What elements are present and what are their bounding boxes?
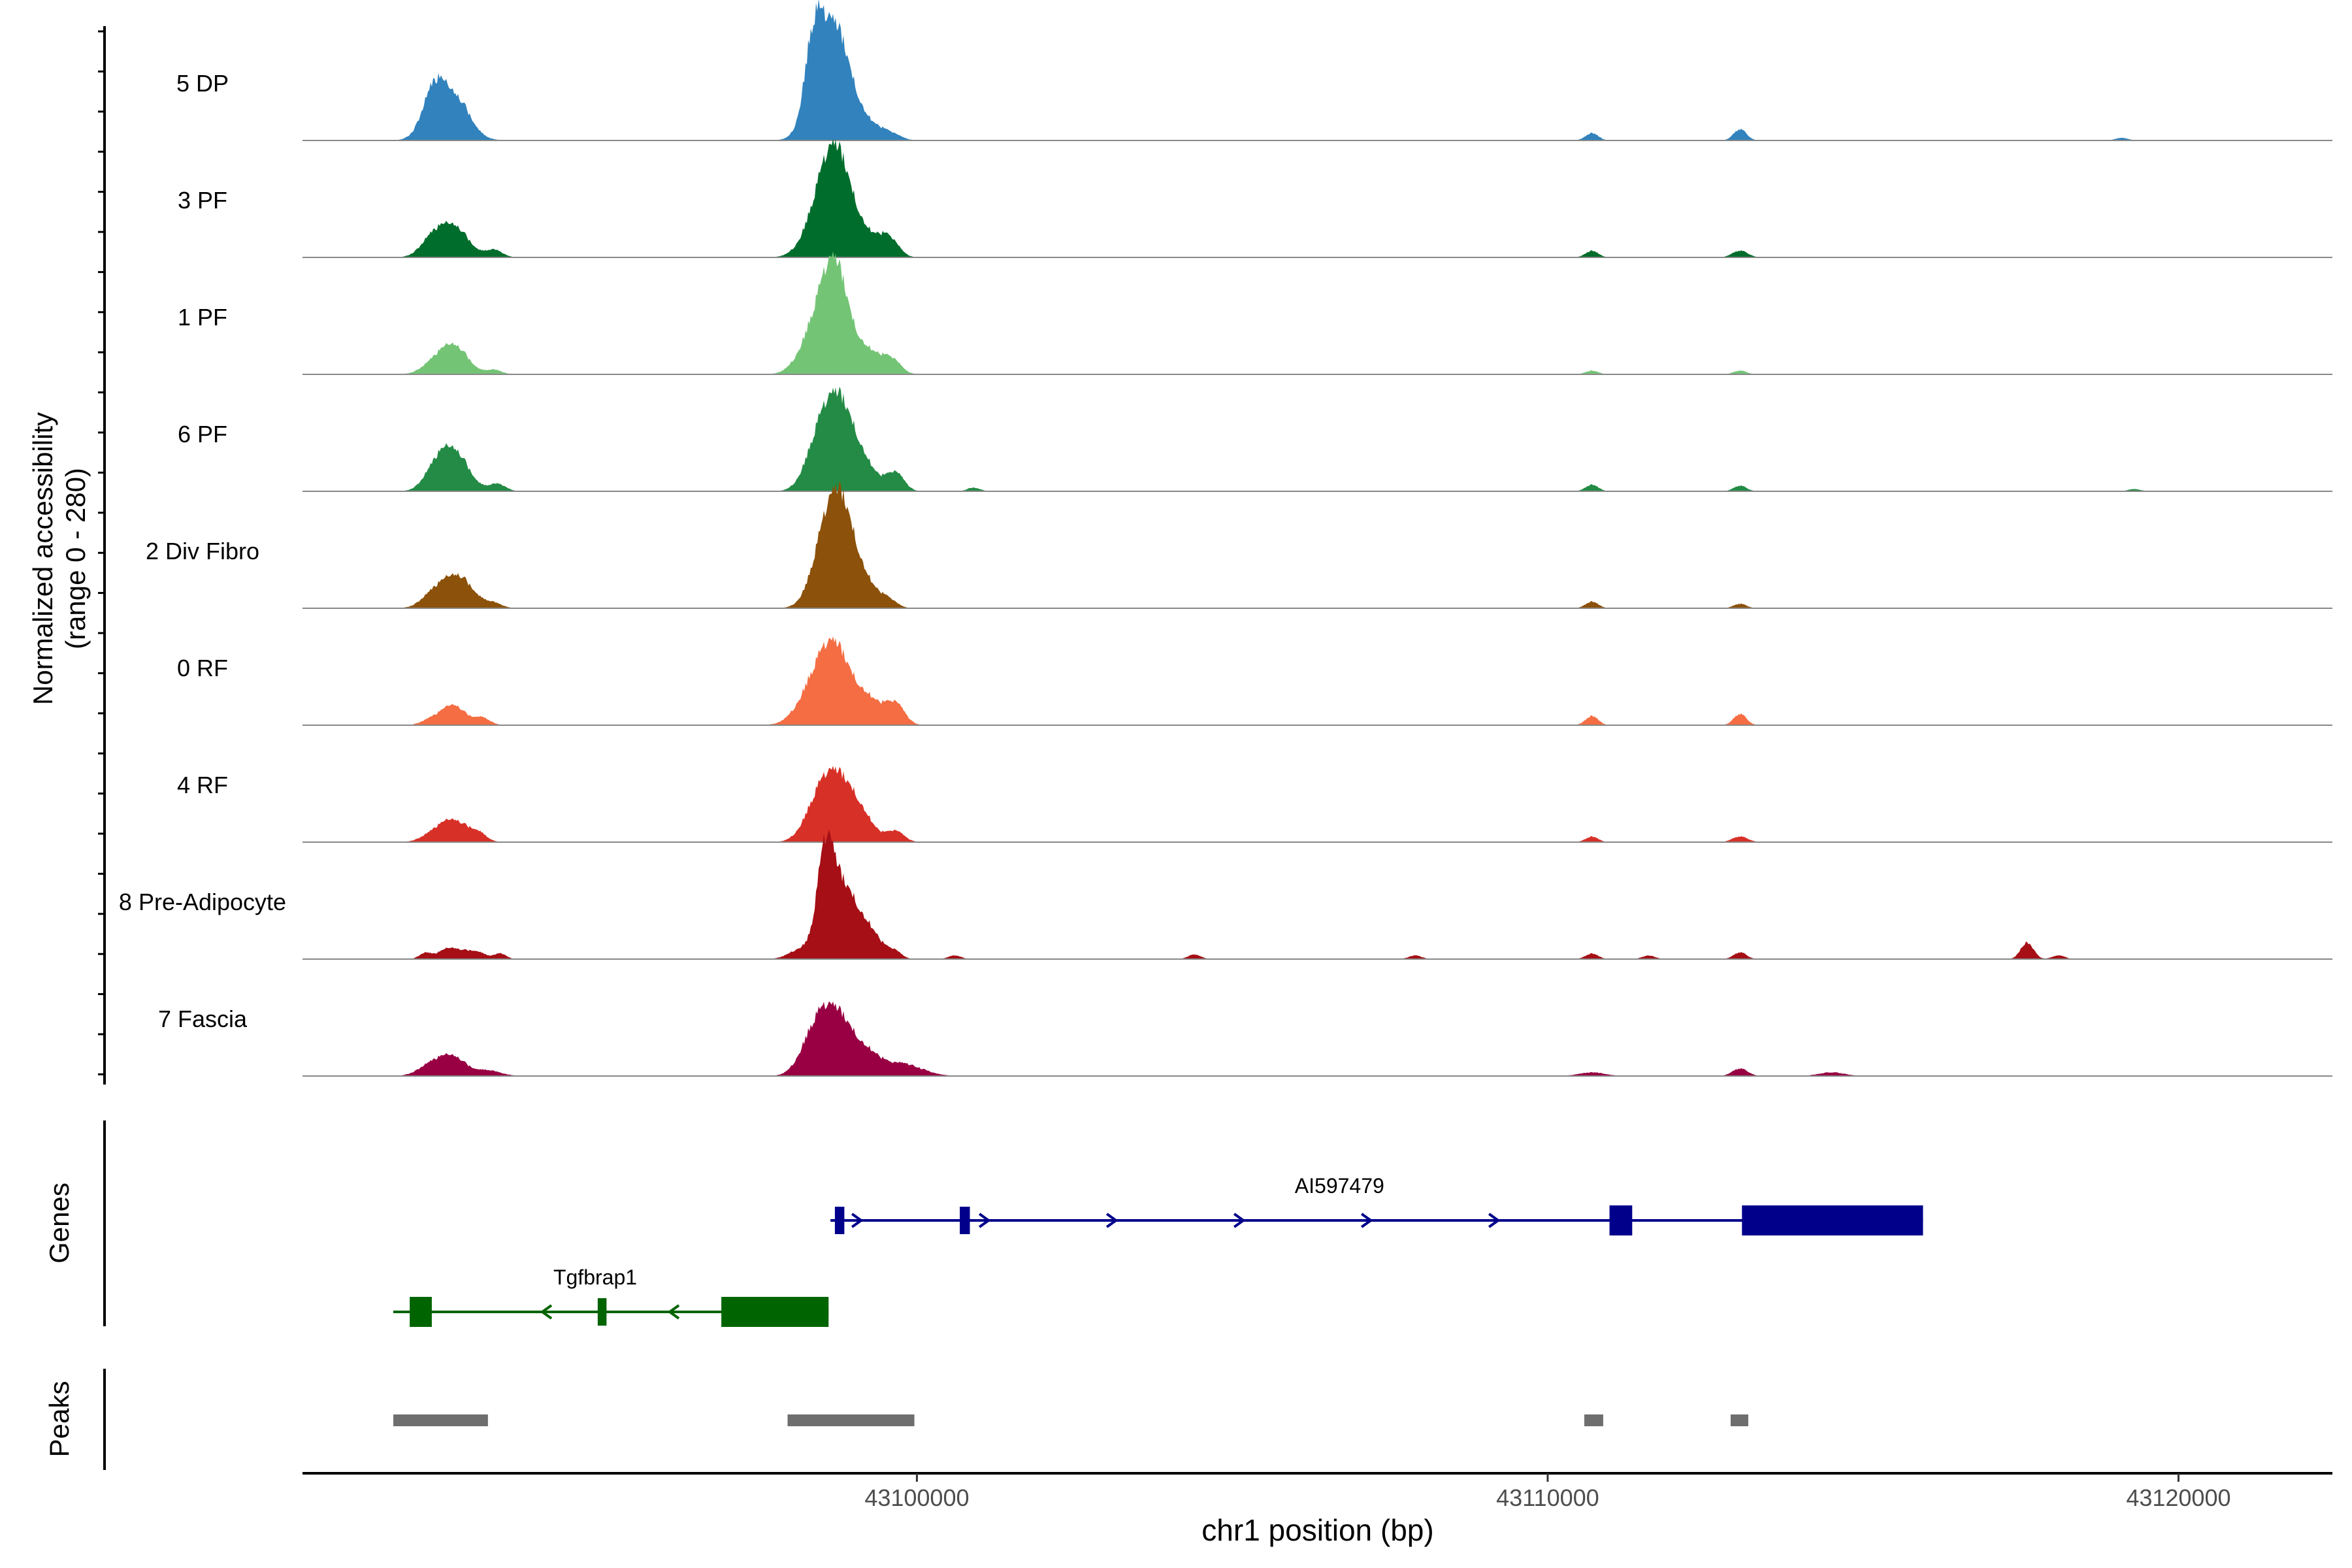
coverage-area <box>302 0 2332 140</box>
gene-exon <box>834 1207 845 1234</box>
track-1-pf: 1 PF <box>178 251 2332 375</box>
track-5-dp: 5 DP <box>176 0 2332 141</box>
accessibility-tracks: 5 DP 3 PF 1 PF 6 PF 2 Div Fibro 0 RF 4 RF 8 Pre… <box>119 0 2332 1077</box>
gene-exon <box>597 1298 607 1326</box>
track-label: 3 PF <box>178 187 227 214</box>
peak-region <box>787 1414 915 1426</box>
coverage-area <box>302 251 2332 374</box>
peak-track <box>393 1414 1748 1426</box>
track-3-pf: 3 PF <box>178 139 2332 258</box>
gene-name-label: Tgfbrap1 <box>553 1266 637 1289</box>
peaks-track-label: Peaks <box>44 1381 74 1458</box>
y-axis-title: Normalized accessibility <box>27 412 58 705</box>
track-label: 5 DP <box>176 70 229 97</box>
coverage-y-axis <box>98 26 106 1085</box>
track-2-div-fibro: 2 Div Fibro <box>146 481 2332 609</box>
strand-arrow <box>1233 1213 1246 1228</box>
track-6-pf: 6 PF <box>178 386 2332 492</box>
coverage-area <box>302 481 2332 608</box>
strand-arrow <box>1360 1213 1373 1228</box>
strand-arrow <box>851 1213 864 1228</box>
track-label: 6 PF <box>178 421 227 448</box>
gene-ai597479: AI597479 <box>830 1174 1923 1235</box>
strand-arrow <box>667 1304 680 1320</box>
strand-arrow <box>978 1213 991 1228</box>
coverage-area <box>302 829 2332 959</box>
x-axis-ticks: 43100000 43110000 43120000 <box>864 1473 2231 1511</box>
x-tick-label: 43110000 <box>1496 1484 1599 1511</box>
peak-region <box>393 1414 488 1426</box>
x-axis-title: chr1 position (bp) <box>1201 1513 1433 1547</box>
strand-arrow <box>540 1304 553 1320</box>
strand-arrow <box>1488 1213 1501 1228</box>
track-4-rf: 4 RF <box>177 766 2332 843</box>
track-label: 1 PF <box>178 304 227 331</box>
x-tick-label: 43120000 <box>2126 1484 2230 1511</box>
track-label: 0 RF <box>177 655 228 681</box>
coverage-area <box>302 139 2332 257</box>
coverage-area <box>302 636 2332 725</box>
gene-exon <box>410 1297 432 1327</box>
coverage-area <box>302 766 2332 842</box>
track-label: 8 Pre-Adipocyte <box>119 889 286 915</box>
gene-exon <box>721 1297 829 1327</box>
peak-region <box>1730 1414 1748 1426</box>
y-axis-subtitle: (range 0 - 280) <box>60 468 91 649</box>
peak-region <box>1584 1414 1603 1426</box>
coverage-area <box>302 1001 2332 1076</box>
track-label: 4 RF <box>177 772 228 798</box>
x-tick-label: 43100000 <box>864 1484 969 1511</box>
strand-arrow <box>1105 1213 1119 1228</box>
track-label: 7 Fascia <box>158 1005 248 1032</box>
track-label: 2 Div Fibro <box>146 538 259 564</box>
coverage-area <box>302 386 2332 491</box>
track-7-fascia: 7 Fascia <box>158 1001 2332 1077</box>
gene-name-label: AI597479 <box>1295 1174 1384 1198</box>
track-8-pre-adipocyte: 8 Pre-Adipocyte <box>119 829 2332 960</box>
genes-track-label: Genes <box>44 1183 74 1264</box>
gene-exon <box>1742 1205 1923 1235</box>
gene-exon <box>1609 1205 1633 1235</box>
gene-exon <box>960 1207 970 1234</box>
gene-tgfbrap1: Tgfbrap1 <box>393 1266 829 1327</box>
track-0-rf: 0 RF <box>177 636 2332 726</box>
gene-track: AI597479 Tgfbrap1 <box>393 1174 1923 1327</box>
